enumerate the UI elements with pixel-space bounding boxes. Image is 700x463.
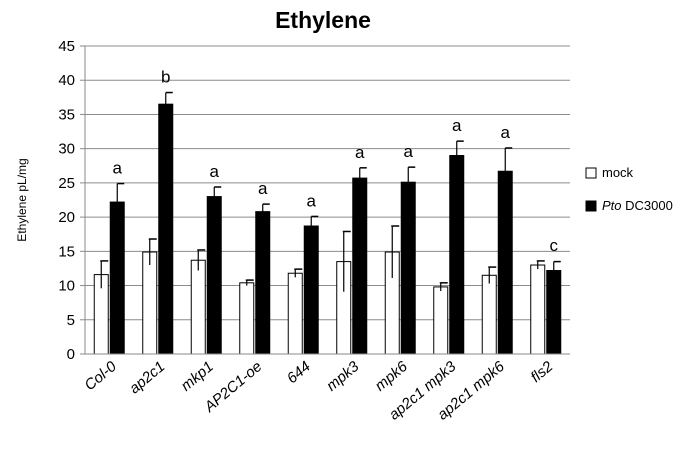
y-tick-label: 25 bbox=[58, 175, 75, 192]
significance-letter: a bbox=[113, 159, 123, 178]
bar-pto bbox=[109, 201, 125, 355]
y-tick-label: 10 bbox=[58, 278, 75, 295]
y-tick-label: 20 bbox=[58, 209, 75, 226]
y-tick-label: 15 bbox=[58, 243, 75, 260]
significance-letter: c bbox=[550, 236, 559, 255]
y-tick-label: 0 bbox=[67, 346, 75, 363]
significance-letters: a b a a a a a a a c bbox=[113, 68, 559, 255]
y-axis-label: Ethylene pL/mg bbox=[15, 158, 29, 241]
legend-swatch-mock bbox=[585, 167, 597, 179]
y-tick-label: 5 bbox=[67, 312, 75, 329]
chart-title: Ethylene bbox=[275, 7, 371, 33]
bar-pto bbox=[400, 181, 416, 355]
x-tick-label: ap2c1 bbox=[126, 358, 168, 397]
x-tick-label: fls2 bbox=[528, 358, 557, 386]
bar-mock bbox=[239, 282, 255, 355]
legend-label-mock: mock bbox=[602, 165, 634, 180]
significance-letter: a bbox=[355, 143, 365, 162]
bars bbox=[93, 103, 562, 355]
bar-mock bbox=[190, 259, 206, 355]
y-tick-label: 45 bbox=[58, 38, 75, 55]
legend-swatch-pto bbox=[585, 200, 597, 212]
bar-pto bbox=[303, 225, 319, 355]
bar-mock bbox=[142, 251, 158, 355]
significance-letter: a bbox=[404, 142, 414, 161]
bar-pto bbox=[352, 177, 368, 355]
x-tick-label: mpk6 bbox=[372, 358, 412, 395]
bar-pto bbox=[497, 170, 513, 355]
legend-label-pto-italic: Pto bbox=[602, 198, 622, 213]
bar-pto bbox=[158, 103, 174, 355]
y-tick-labels: 0 5 10 15 20 25 30 35 40 45 bbox=[58, 38, 85, 363]
significance-letter: a bbox=[210, 162, 220, 181]
significance-letter: a bbox=[501, 123, 511, 142]
x-tick-label: Col-0 bbox=[81, 358, 120, 394]
x-tick-label: mpk3 bbox=[323, 358, 363, 395]
y-tick-label: 40 bbox=[58, 72, 75, 89]
bar-mock bbox=[433, 286, 449, 355]
bar-mock bbox=[530, 264, 546, 355]
y-tick-label: 35 bbox=[58, 106, 75, 123]
significance-letter: b bbox=[161, 68, 170, 87]
y-tick-label: 30 bbox=[58, 141, 75, 158]
bar-pto bbox=[546, 269, 562, 355]
x-tick-label: 644 bbox=[284, 358, 314, 387]
bar-mock bbox=[287, 272, 303, 355]
legend: mock Pto DC3000 bbox=[585, 165, 673, 213]
gridlines bbox=[85, 45, 570, 321]
bar-pto bbox=[255, 211, 271, 355]
bar-mock bbox=[481, 274, 497, 355]
bar-pto bbox=[206, 196, 222, 355]
x-tick-label: mkp1 bbox=[178, 358, 217, 395]
significance-letter: a bbox=[307, 191, 317, 210]
bar-pto bbox=[449, 155, 465, 355]
error-bars bbox=[100, 91, 561, 292]
legend-label-pto: Pto DC3000 bbox=[602, 198, 673, 213]
significance-letter: a bbox=[258, 179, 268, 198]
legend-label-pto-rest: DC3000 bbox=[625, 198, 673, 213]
significance-letter: a bbox=[452, 116, 462, 135]
